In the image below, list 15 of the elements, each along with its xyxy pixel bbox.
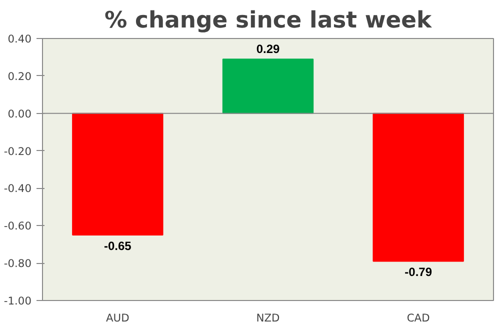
x-tick-label: AUD [106, 312, 130, 324]
y-tick-label: -0.40 [4, 182, 32, 196]
data-label: -0.79 [404, 265, 432, 280]
y-tick-label: -0.80 [4, 257, 32, 270]
y-tick-label: 0.40 [8, 32, 32, 46]
y-tick-label: -1.00 [4, 294, 32, 308]
x-tick-label: CAD [406, 312, 430, 324]
data-label: 0.29 [256, 42, 280, 56]
x-tick-label: NZD [256, 312, 280, 324]
y-tick-label: 0.20 [8, 70, 32, 83]
chart-title: % change since last week [104, 8, 432, 34]
y-tick-label: -0.20 [4, 144, 32, 158]
y-tick-label: 0.00 [8, 107, 32, 120]
y-tick-label: -0.60 [4, 220, 32, 233]
data-label: -0.65 [104, 239, 132, 253]
